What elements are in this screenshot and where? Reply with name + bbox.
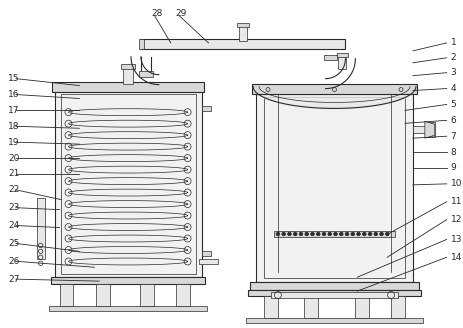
Circle shape — [345, 232, 349, 236]
Bar — [356, 296, 369, 318]
Text: 23: 23 — [8, 203, 19, 212]
Bar — [274, 231, 395, 237]
Circle shape — [305, 232, 308, 236]
Bar — [50, 277, 206, 284]
Bar — [239, 25, 247, 41]
Bar — [252, 84, 417, 93]
Circle shape — [294, 232, 297, 236]
Bar — [96, 284, 110, 306]
Bar — [61, 93, 195, 274]
Bar — [324, 55, 338, 60]
Text: 21: 21 — [8, 170, 19, 178]
Circle shape — [316, 232, 320, 236]
Text: 16: 16 — [8, 90, 19, 99]
Bar — [304, 296, 318, 318]
Bar — [201, 251, 212, 256]
Bar — [237, 23, 249, 27]
Text: 1: 1 — [450, 38, 457, 48]
Bar — [60, 284, 74, 306]
Text: 25: 25 — [8, 239, 19, 248]
Text: 9: 9 — [450, 163, 457, 173]
Text: 4: 4 — [450, 84, 456, 93]
Circle shape — [328, 232, 332, 236]
Circle shape — [282, 232, 286, 236]
Bar — [55, 89, 201, 277]
Bar — [199, 259, 219, 264]
Text: 27: 27 — [8, 275, 19, 284]
Circle shape — [299, 232, 303, 236]
Text: 19: 19 — [8, 138, 19, 147]
Bar — [256, 89, 413, 282]
Text: 24: 24 — [8, 221, 19, 230]
Circle shape — [374, 232, 378, 236]
Circle shape — [357, 232, 360, 236]
Bar — [175, 284, 189, 306]
Bar — [123, 67, 133, 84]
Text: 17: 17 — [8, 106, 19, 115]
Bar — [271, 292, 398, 298]
Circle shape — [322, 232, 326, 236]
Circle shape — [288, 232, 291, 236]
Bar — [246, 318, 423, 323]
Bar — [264, 96, 405, 278]
Circle shape — [339, 232, 343, 236]
Bar — [49, 306, 207, 311]
Bar — [337, 53, 349, 57]
Bar — [413, 126, 431, 133]
Text: 7: 7 — [450, 132, 457, 141]
Text: 15: 15 — [8, 74, 19, 83]
Bar — [139, 71, 153, 77]
Bar — [250, 282, 419, 290]
Circle shape — [368, 232, 372, 236]
Bar — [140, 284, 154, 306]
Bar — [121, 64, 135, 69]
Text: 14: 14 — [450, 253, 462, 262]
Text: 13: 13 — [450, 235, 462, 244]
Bar — [248, 290, 421, 296]
Text: 18: 18 — [8, 122, 19, 131]
Text: 2: 2 — [450, 53, 456, 62]
Bar — [201, 106, 212, 112]
Text: 3: 3 — [450, 68, 457, 77]
Bar — [141, 39, 345, 49]
Text: 29: 29 — [175, 9, 187, 18]
Text: 28: 28 — [151, 9, 162, 18]
Circle shape — [386, 232, 389, 236]
Text: 26: 26 — [8, 257, 19, 266]
Polygon shape — [425, 121, 435, 138]
Circle shape — [363, 232, 366, 236]
Text: 12: 12 — [450, 215, 462, 224]
Bar — [391, 296, 405, 318]
Text: 6: 6 — [450, 116, 457, 125]
Circle shape — [351, 232, 355, 236]
Bar — [427, 122, 435, 137]
Bar — [139, 39, 144, 49]
Bar — [338, 55, 346, 69]
Text: 10: 10 — [450, 179, 462, 188]
Text: 22: 22 — [8, 185, 19, 194]
Circle shape — [311, 232, 314, 236]
Text: 8: 8 — [450, 148, 457, 156]
Text: 11: 11 — [450, 197, 462, 206]
Circle shape — [380, 232, 383, 236]
Circle shape — [276, 232, 280, 236]
Bar — [264, 296, 278, 318]
Bar — [51, 82, 205, 92]
Text: 5: 5 — [450, 100, 457, 109]
Bar — [37, 198, 44, 259]
Text: 20: 20 — [8, 154, 19, 163]
Circle shape — [334, 232, 338, 236]
